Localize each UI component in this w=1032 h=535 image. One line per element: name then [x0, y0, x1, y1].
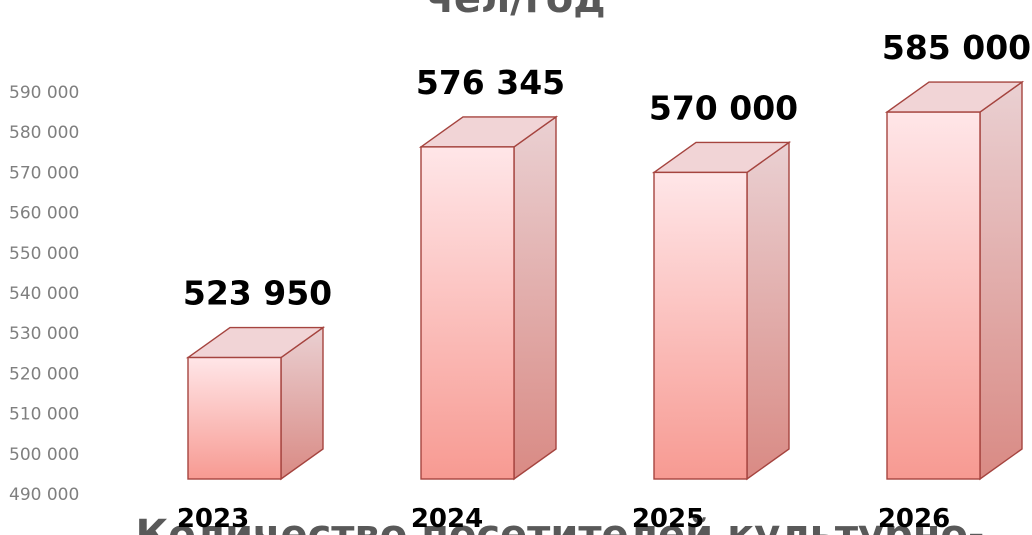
bar-front-face: [653, 171, 748, 480]
bar: 523 950: [183, 274, 332, 481]
bar-front-face: [886, 111, 981, 480]
chart-title-bottom-fragment: Количество посетителей культурно-: [136, 512, 985, 535]
y-tick-label: 590 000: [9, 83, 79, 103]
x-category-label: 2024: [411, 504, 483, 534]
y-tick-label: 530 000: [9, 324, 79, 344]
y-tick-label: 570 000: [9, 163, 79, 183]
bar-front-face: [420, 146, 515, 480]
y-tick-label: 540 000: [9, 284, 79, 304]
x-category-label: 2026: [878, 504, 950, 534]
y-tick-label: 560 000: [9, 204, 79, 224]
bar: 570 000: [649, 88, 798, 481]
data-label: 523 950: [183, 274, 332, 313]
bar-side-face: [513, 115, 557, 481]
y-axis: 490 000 500 000 510 000 520 000 530 000 540 0…: [9, 83, 79, 505]
y-tick-label: 490 000: [9, 485, 79, 505]
bar: 576 345: [416, 63, 565, 481]
y-tick-label: 550 000: [9, 244, 79, 264]
y-tick-label: 520 000: [9, 364, 79, 384]
chart-title-top-fragment: чел/год: [426, 0, 605, 22]
x-category-label: 2025: [632, 504, 704, 534]
y-tick-label: 510 000: [9, 405, 79, 425]
bar: 585 000: [882, 28, 1031, 481]
data-label: 576 345: [416, 63, 565, 102]
bars: 523 950 576 345 570 000 585 000: [183, 28, 1031, 481]
y-tick-label: 500 000: [9, 445, 79, 465]
bar-front-face: [187, 356, 282, 480]
data-label: 585 000: [882, 28, 1031, 67]
bar-side-face: [979, 80, 1023, 481]
x-category-label: 2023: [177, 504, 249, 534]
x-axis: 2023 2024 2025 2026: [177, 504, 950, 534]
y-tick-label: 580 000: [9, 123, 79, 143]
data-label: 570 000: [649, 88, 798, 127]
bar-side-face: [746, 141, 790, 481]
